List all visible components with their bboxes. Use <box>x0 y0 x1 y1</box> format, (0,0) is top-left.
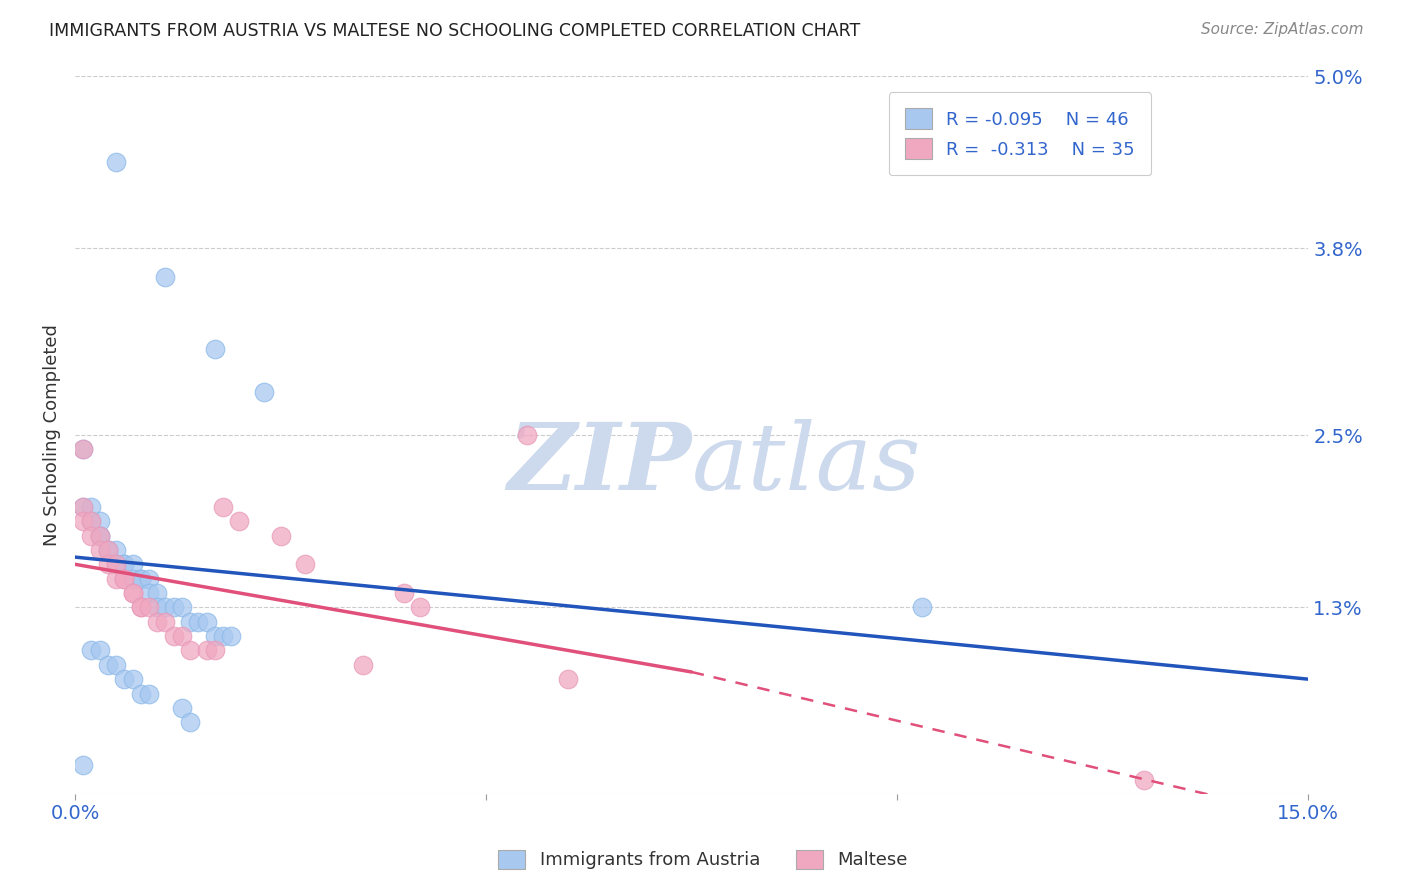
Point <box>146 615 169 629</box>
Point <box>121 572 143 586</box>
Point <box>72 500 94 514</box>
Point <box>105 543 128 558</box>
Point <box>112 572 135 586</box>
Point <box>105 572 128 586</box>
Point <box>155 270 177 285</box>
Point <box>294 558 316 572</box>
Point <box>146 586 169 600</box>
Point <box>170 701 193 715</box>
Point <box>112 558 135 572</box>
Point <box>155 600 177 615</box>
Point <box>129 572 152 586</box>
Point <box>89 528 111 542</box>
Point <box>97 657 120 672</box>
Point <box>121 672 143 686</box>
Point <box>112 572 135 586</box>
Point <box>195 615 218 629</box>
Point <box>121 586 143 600</box>
Point <box>105 558 128 572</box>
Point <box>97 543 120 558</box>
Point <box>72 514 94 528</box>
Text: ZIP: ZIP <box>508 418 692 508</box>
Point <box>89 543 111 558</box>
Point <box>253 384 276 399</box>
Point <box>112 558 135 572</box>
Point <box>212 629 235 643</box>
Point <box>129 687 152 701</box>
Point <box>195 643 218 657</box>
Point <box>89 514 111 528</box>
Point <box>204 342 226 356</box>
Point <box>138 572 160 586</box>
Point <box>89 528 111 542</box>
Point <box>97 543 120 558</box>
Point <box>163 600 186 615</box>
Point <box>228 514 250 528</box>
Point <box>170 600 193 615</box>
Point <box>179 643 201 657</box>
Text: IMMIGRANTS FROM AUSTRIA VS MALTESE NO SCHOOLING COMPLETED CORRELATION CHART: IMMIGRANTS FROM AUSTRIA VS MALTESE NO SC… <box>49 22 860 40</box>
Point <box>204 643 226 657</box>
Point <box>89 528 111 542</box>
Point <box>72 442 94 457</box>
Point <box>72 758 94 772</box>
Point <box>516 428 538 442</box>
Point <box>212 500 235 514</box>
Point <box>187 615 209 629</box>
Point <box>105 657 128 672</box>
Point <box>155 615 177 629</box>
Point <box>557 672 579 686</box>
Point <box>352 657 374 672</box>
Point <box>392 586 415 600</box>
Point <box>146 600 169 615</box>
Point <box>80 643 103 657</box>
Point <box>129 572 152 586</box>
Point <box>163 629 186 643</box>
Point <box>219 629 242 643</box>
Point <box>112 672 135 686</box>
Point <box>72 442 94 457</box>
Point <box>138 687 160 701</box>
Point <box>1133 772 1156 787</box>
Point <box>129 600 152 615</box>
Point <box>911 600 934 615</box>
Point <box>80 514 103 528</box>
Point <box>129 600 152 615</box>
Legend: R = -0.095    N = 46, R =  -0.313    N = 35: R = -0.095 N = 46, R = -0.313 N = 35 <box>889 92 1152 176</box>
Point <box>80 500 103 514</box>
Point <box>179 715 201 730</box>
Point <box>138 600 160 615</box>
Y-axis label: No Schooling Completed: No Schooling Completed <box>44 324 60 546</box>
Point <box>105 155 128 169</box>
Point <box>179 615 201 629</box>
Point <box>80 528 103 542</box>
Point <box>97 558 120 572</box>
Point <box>72 500 94 514</box>
Point <box>89 643 111 657</box>
Point <box>80 514 103 528</box>
Point <box>409 600 432 615</box>
Legend: Immigrants from Austria, Maltese: Immigrants from Austria, Maltese <box>489 841 917 879</box>
Point <box>105 558 128 572</box>
Point <box>270 528 292 542</box>
Point <box>170 629 193 643</box>
Point <box>97 543 120 558</box>
Text: Source: ZipAtlas.com: Source: ZipAtlas.com <box>1201 22 1364 37</box>
Point <box>121 558 143 572</box>
Point <box>138 586 160 600</box>
Point <box>204 629 226 643</box>
Text: atlas: atlas <box>692 418 921 508</box>
Point <box>121 586 143 600</box>
